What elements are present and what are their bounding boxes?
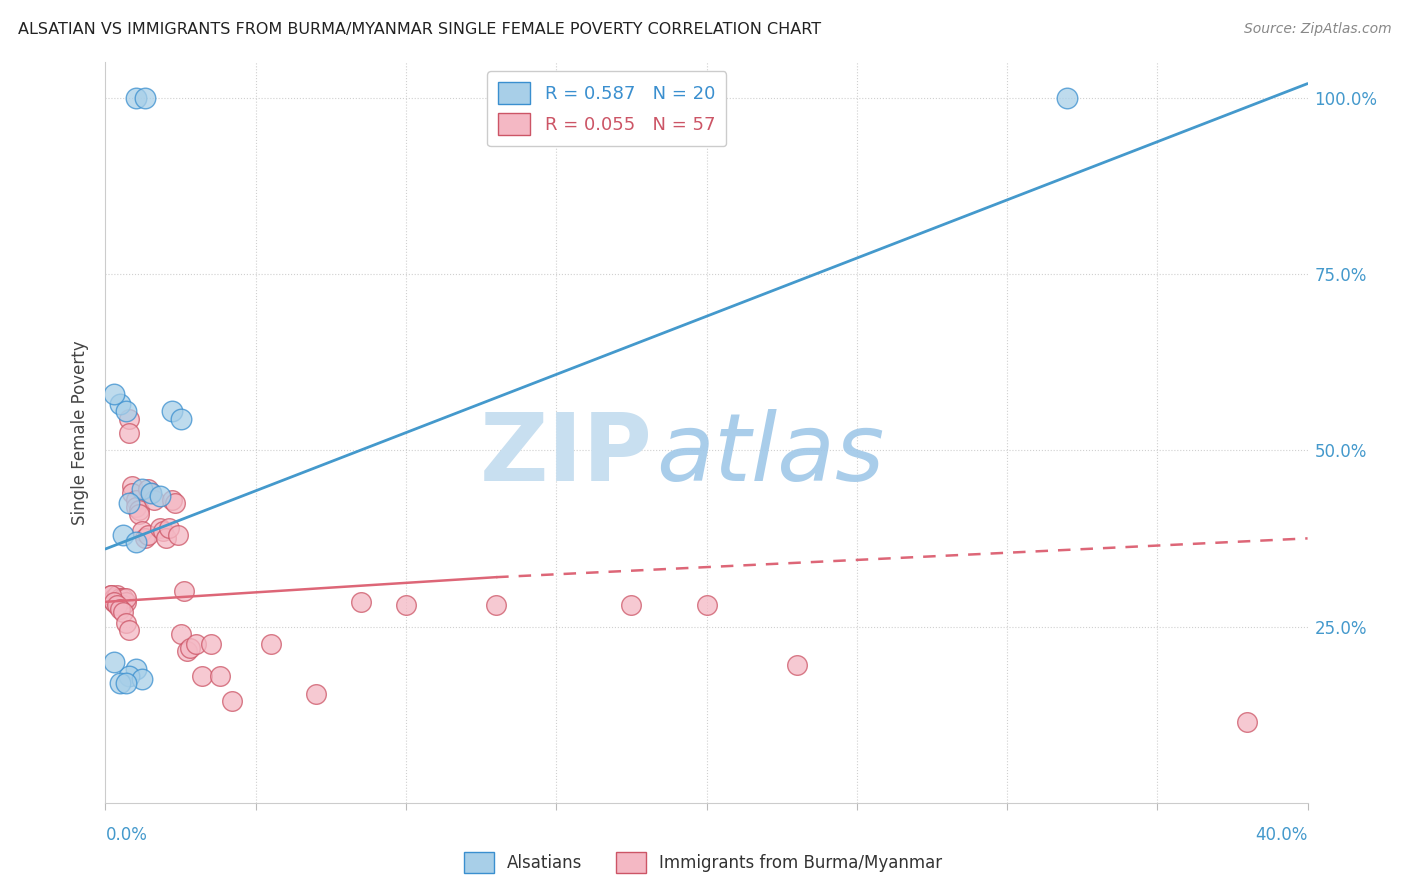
Text: ZIP: ZIP: [479, 409, 652, 500]
Point: [148, 521, 170, 535]
Point: [200, 637, 222, 651]
Point: [136, 482, 159, 496]
Text: atlas: atlas: [657, 409, 884, 500]
Point: [110, 602, 132, 616]
Point: [118, 425, 141, 440]
Point: [115, 676, 138, 690]
Point: [103, 591, 125, 606]
Point: [103, 595, 125, 609]
Legend: R = 0.587   N = 20, R = 0.055   N = 57: R = 0.587 N = 20, R = 0.055 N = 57: [486, 71, 727, 146]
Point: [124, 535, 146, 549]
Point: [1236, 714, 1258, 729]
Point: [157, 521, 180, 535]
Point: [139, 485, 162, 500]
Point: [128, 507, 150, 521]
Point: [148, 489, 170, 503]
Point: [112, 599, 135, 613]
Point: [155, 532, 177, 546]
Point: [115, 595, 138, 609]
Legend: Alsatians, Immigrants from Burma/Myanmar: Alsatians, Immigrants from Burma/Myanmar: [457, 846, 949, 880]
Point: [139, 485, 162, 500]
Text: 0.0%: 0.0%: [105, 826, 148, 844]
Text: 40.0%: 40.0%: [1256, 826, 1308, 844]
Point: [176, 644, 198, 658]
Point: [350, 595, 373, 609]
Point: [395, 599, 418, 613]
Point: [107, 588, 129, 602]
Point: [110, 591, 132, 606]
Point: [124, 91, 146, 105]
Point: [260, 637, 283, 651]
Point: [305, 686, 328, 700]
Point: [115, 404, 138, 418]
Point: [160, 492, 183, 507]
Point: [107, 599, 129, 613]
Point: [110, 676, 132, 690]
Point: [103, 595, 125, 609]
Y-axis label: Single Female Poverty: Single Female Poverty: [72, 341, 90, 524]
Point: [1056, 91, 1078, 105]
Point: [169, 411, 191, 425]
Point: [112, 591, 135, 606]
Point: [115, 615, 138, 630]
Point: [620, 599, 643, 613]
Point: [190, 669, 212, 683]
Point: [160, 404, 183, 418]
Point: [112, 528, 135, 542]
Point: [128, 503, 150, 517]
Point: [118, 496, 141, 510]
Point: [696, 599, 718, 613]
Point: [136, 528, 159, 542]
Point: [173, 584, 195, 599]
Text: ALSATIAN VS IMMIGRANTS FROM BURMA/MYANMAR SINGLE FEMALE POVERTY CORRELATION CHAR: ALSATIAN VS IMMIGRANTS FROM BURMA/MYANMA…: [18, 22, 821, 37]
Point: [121, 485, 143, 500]
Point: [131, 524, 153, 539]
Point: [110, 599, 132, 613]
Point: [179, 640, 201, 655]
Point: [131, 482, 153, 496]
Point: [208, 669, 231, 683]
Point: [134, 532, 156, 546]
Point: [221, 693, 243, 707]
Point: [184, 637, 207, 651]
Point: [163, 496, 186, 510]
Point: [103, 387, 125, 401]
Point: [118, 669, 141, 683]
Point: [107, 595, 129, 609]
Point: [131, 673, 153, 687]
Point: [152, 524, 174, 539]
Point: [786, 658, 808, 673]
Point: [485, 599, 508, 613]
Point: [103, 655, 125, 669]
Text: Source: ZipAtlas.com: Source: ZipAtlas.com: [1244, 22, 1392, 37]
Point: [169, 626, 191, 640]
Point: [124, 500, 146, 514]
Point: [121, 478, 143, 492]
Point: [115, 591, 138, 606]
Point: [142, 492, 165, 507]
Point: [124, 662, 146, 676]
Point: [118, 623, 141, 637]
Point: [166, 528, 188, 542]
Point: [112, 606, 135, 620]
Point: [124, 492, 146, 507]
Point: [100, 588, 122, 602]
Point: [134, 91, 156, 105]
Point: [100, 588, 122, 602]
Point: [118, 411, 141, 425]
Point: [110, 397, 132, 411]
